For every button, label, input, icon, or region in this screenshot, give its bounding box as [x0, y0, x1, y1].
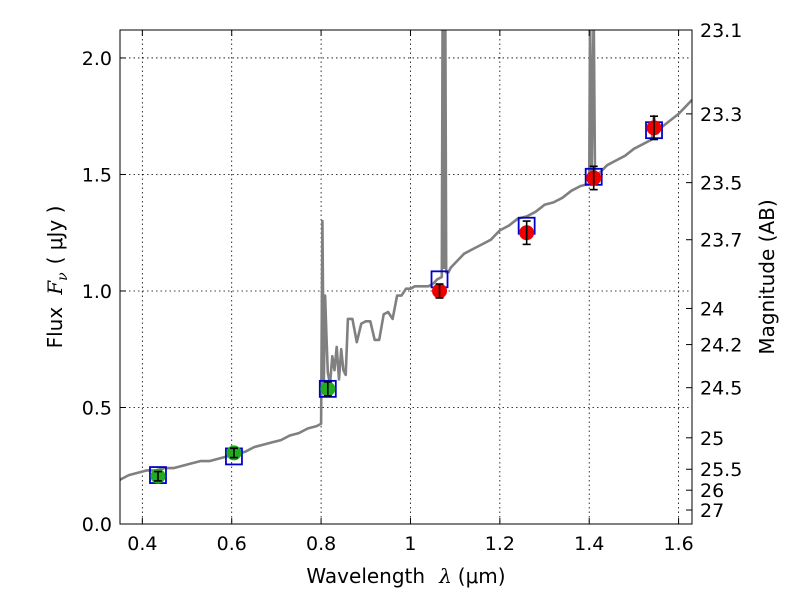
- y-tick-label: 0.0: [82, 514, 112, 536]
- y2-tick-label: 23.1: [700, 20, 742, 42]
- axes-frame: [119, 29, 693, 525]
- y-axis-label: FluxFν( μJy ): [43, 206, 71, 349]
- x-tick-label: 0.8: [306, 533, 336, 555]
- y2-tick-label: 23.7: [700, 230, 742, 252]
- y2-tick-label: 24: [700, 298, 724, 320]
- y2-axis-label: Magnitude (AB): [755, 199, 779, 354]
- y2-tick-label: 23.5: [700, 173, 742, 195]
- markers-layer: [149, 115, 663, 484]
- y-tick-label: 2.0: [82, 48, 112, 70]
- y2-tick-label: 23.3: [700, 104, 742, 126]
- y2-tick-label: 27: [700, 500, 724, 522]
- y-tick-label: 1.0: [82, 281, 112, 303]
- x-tick-label: 1.4: [574, 533, 604, 555]
- x-tick-label: 0.6: [217, 533, 247, 555]
- x-tick-label: 0.4: [127, 533, 157, 555]
- model-square-marker: [318, 379, 337, 398]
- y2-tick-label: 24.2: [700, 335, 742, 357]
- y2-tick-label: 24.5: [700, 378, 742, 400]
- x-axis-label: Wavelength λ (μm): [306, 564, 505, 588]
- x-tick-label: 1.2: [485, 533, 515, 555]
- y2-tick-label: 25: [700, 428, 724, 450]
- y-tick-label: 1.5: [82, 164, 112, 186]
- y2-tick-label: 25.5: [700, 459, 742, 481]
- x-tick-label: 1: [404, 533, 416, 555]
- ticks-layer: 0.4 0.6 0.8 1 1.2 1.4 1.6 0.0 0.5 1.0 1.5 2.0 23.1 23…: [82, 20, 743, 555]
- y2-tick-label: 26: [700, 480, 724, 502]
- x-tick-label: 1.6: [663, 533, 693, 555]
- y-tick-label: 0.5: [82, 397, 112, 419]
